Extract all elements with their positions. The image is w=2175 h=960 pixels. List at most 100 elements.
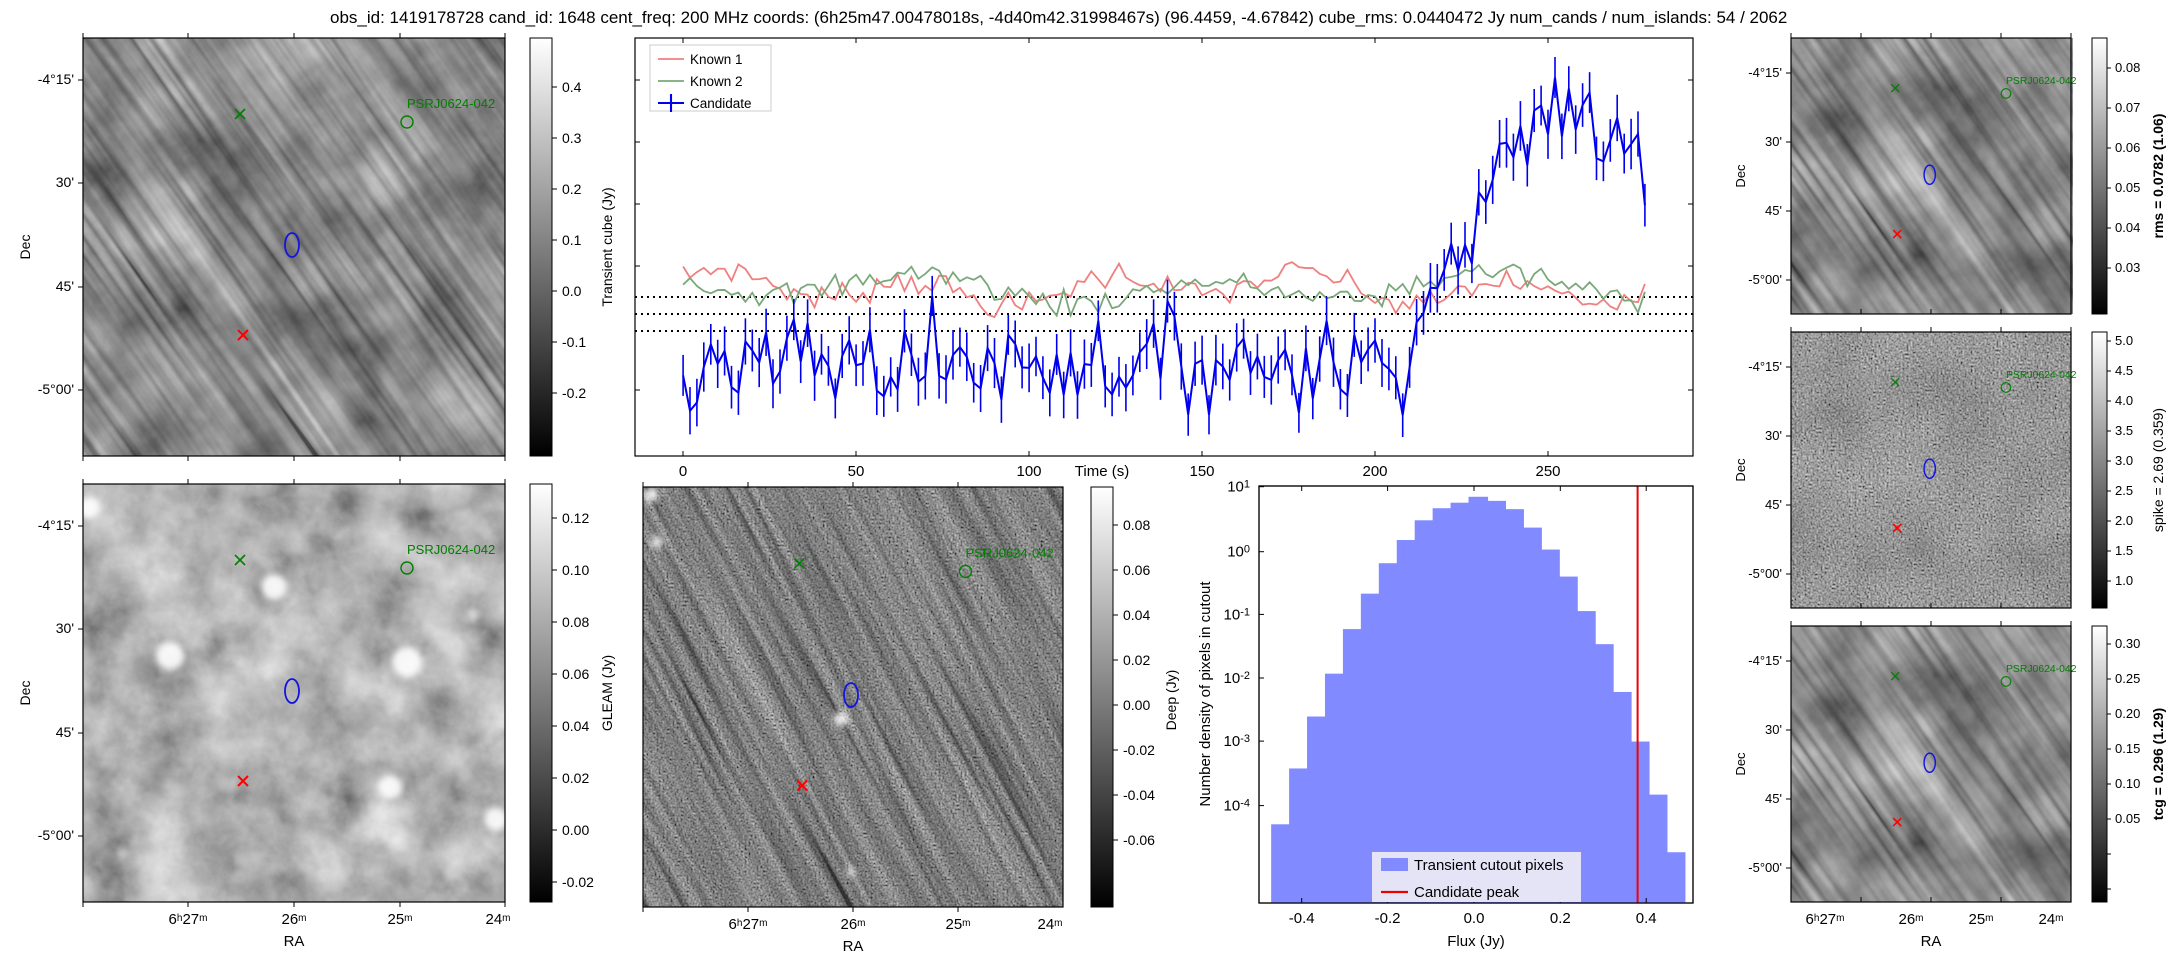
svg-text:30': 30': [1765, 722, 1782, 737]
svg-text:25m: 25m: [945, 916, 970, 933]
svg-text:Dec: Dec: [1733, 164, 1748, 188]
svg-text:spike = 2.69 (0.359): spike = 2.69 (0.359): [2150, 408, 2166, 532]
svg-text:0.10: 0.10: [562, 562, 589, 578]
svg-text:RA: RA: [1921, 933, 1942, 950]
svg-text:Transient cutout pixels: Transient cutout pixels: [1414, 857, 1564, 874]
svg-text:2.5: 2.5: [2115, 483, 2133, 498]
svg-text:-5°00': -5°00': [38, 827, 74, 843]
svg-text:0.05: 0.05: [2115, 811, 2140, 826]
svg-text:Deep (Jy): Deep (Jy): [1163, 670, 1179, 731]
svg-text:Transient cube (Jy): Transient cube (Jy): [599, 187, 615, 306]
svg-text:0.04: 0.04: [1123, 607, 1150, 623]
svg-text:0: 0: [679, 463, 687, 480]
svg-text:0.25: 0.25: [2115, 671, 2140, 686]
svg-text:0.3: 0.3: [562, 130, 582, 146]
svg-text:10-3: 10-3: [1224, 733, 1250, 750]
svg-text:1.5: 1.5: [2115, 543, 2133, 558]
svg-text:-0.2: -0.2: [562, 385, 586, 401]
svg-text:45': 45': [1765, 791, 1782, 806]
svg-text:45': 45': [56, 724, 74, 740]
svg-text:GLEAM (Jy): GLEAM (Jy): [599, 655, 615, 731]
svg-text:-4°15': -4°15': [1748, 65, 1782, 80]
svg-text:3.5: 3.5: [2115, 423, 2133, 438]
svg-text:0.20: 0.20: [2115, 706, 2140, 721]
svg-text:6h27m: 6h27m: [169, 911, 208, 928]
svg-text:26m: 26m: [840, 916, 865, 933]
svg-text:Time (s): Time (s): [1075, 463, 1129, 480]
svg-text:45': 45': [1765, 203, 1782, 218]
svg-text:101: 101: [1227, 479, 1250, 496]
svg-text:Dec: Dec: [17, 235, 33, 260]
svg-text:-4°15': -4°15': [38, 71, 74, 87]
svg-text:RA: RA: [284, 933, 305, 950]
svg-text:0.02: 0.02: [562, 770, 589, 786]
svg-text:0.05: 0.05: [2115, 180, 2140, 195]
svg-text:0.12: 0.12: [562, 510, 589, 526]
svg-text:0.15: 0.15: [2115, 741, 2140, 756]
svg-text:26m: 26m: [1898, 911, 1923, 928]
svg-text:5.0: 5.0: [2115, 333, 2133, 348]
svg-text:PSRJ0624-042: PSRJ0624-042: [2006, 370, 2077, 381]
svg-text:0.4: 0.4: [1636, 910, 1657, 927]
svg-text:10-4: 10-4: [1224, 798, 1250, 815]
svg-text:0.2: 0.2: [1550, 910, 1571, 927]
svg-text:-0.02: -0.02: [1123, 742, 1155, 758]
svg-text:Dec: Dec: [1733, 458, 1748, 482]
svg-text:50: 50: [848, 463, 865, 480]
svg-text:24m: 24m: [1037, 916, 1062, 933]
svg-text:0.07: 0.07: [2115, 100, 2140, 115]
svg-text:0.2: 0.2: [562, 181, 582, 197]
svg-text:rms = 0.0782 (1.06): rms = 0.0782 (1.06): [2150, 114, 2166, 239]
svg-text:0.04: 0.04: [2115, 220, 2140, 235]
svg-text:10-1: 10-1: [1224, 606, 1250, 623]
svg-text:-4°15': -4°15': [1748, 653, 1782, 668]
svg-text:0.08: 0.08: [2115, 60, 2140, 75]
svg-text:0.0: 0.0: [1464, 910, 1485, 927]
svg-text:-0.4: -0.4: [1289, 910, 1315, 927]
svg-text:26m: 26m: [281, 911, 306, 928]
svg-text:Number density of pixels in cu: Number density of pixels in cutout: [1197, 581, 1214, 807]
svg-text:45': 45': [56, 278, 74, 294]
svg-text:0.06: 0.06: [2115, 140, 2140, 155]
svg-text:Candidate peak: Candidate peak: [1414, 884, 1520, 901]
svg-text:6h27m: 6h27m: [729, 916, 768, 933]
svg-text:0.30: 0.30: [2115, 636, 2140, 651]
svg-text:100: 100: [1227, 544, 1250, 561]
svg-text:-0.2: -0.2: [1375, 910, 1401, 927]
svg-text:0.4: 0.4: [562, 79, 582, 95]
svg-text:PSRJ0624-042: PSRJ0624-042: [2006, 664, 2077, 675]
svg-text:0.08: 0.08: [562, 614, 589, 630]
svg-text:30': 30': [56, 620, 74, 636]
svg-text:6h27m: 6h27m: [1806, 911, 1845, 928]
svg-text:RA: RA: [843, 938, 864, 955]
svg-text:-0.04: -0.04: [1123, 787, 1155, 803]
svg-text:10-2: 10-2: [1224, 670, 1250, 687]
svg-text:24m: 24m: [485, 911, 510, 928]
svg-text:PSRJ0624-042: PSRJ0624-042: [407, 96, 495, 111]
svg-text:150: 150: [1189, 463, 1214, 480]
svg-text:Candidate: Candidate: [690, 96, 752, 111]
svg-text:0.06: 0.06: [1123, 562, 1150, 578]
svg-text:0.00: 0.00: [562, 822, 589, 838]
svg-text:Known 1: Known 1: [690, 52, 743, 67]
svg-text:1.0: 1.0: [2115, 573, 2133, 588]
svg-text:2.0: 2.0: [2115, 513, 2133, 528]
svg-text:0.1: 0.1: [562, 232, 582, 248]
svg-text:4.0: 4.0: [2115, 393, 2133, 408]
svg-text:30': 30': [1765, 428, 1782, 443]
svg-text:0.06: 0.06: [562, 666, 589, 682]
svg-text:Dec: Dec: [17, 681, 33, 706]
svg-text:-0.1: -0.1: [562, 334, 586, 350]
svg-text:-0.02: -0.02: [562, 874, 594, 890]
svg-text:25m: 25m: [1968, 911, 1993, 928]
svg-text:4.5: 4.5: [2115, 363, 2133, 378]
svg-text:PSRJ0624-042: PSRJ0624-042: [2006, 76, 2077, 87]
svg-text:0.0: 0.0: [562, 283, 582, 299]
svg-text:-5°00': -5°00': [38, 381, 74, 397]
svg-text:24m: 24m: [2038, 911, 2063, 928]
svg-text:250: 250: [1535, 463, 1560, 480]
svg-text:100: 100: [1016, 463, 1041, 480]
svg-text:-0.06: -0.06: [1123, 832, 1155, 848]
svg-text:200: 200: [1362, 463, 1387, 480]
svg-text:-4°15': -4°15': [1748, 359, 1782, 374]
